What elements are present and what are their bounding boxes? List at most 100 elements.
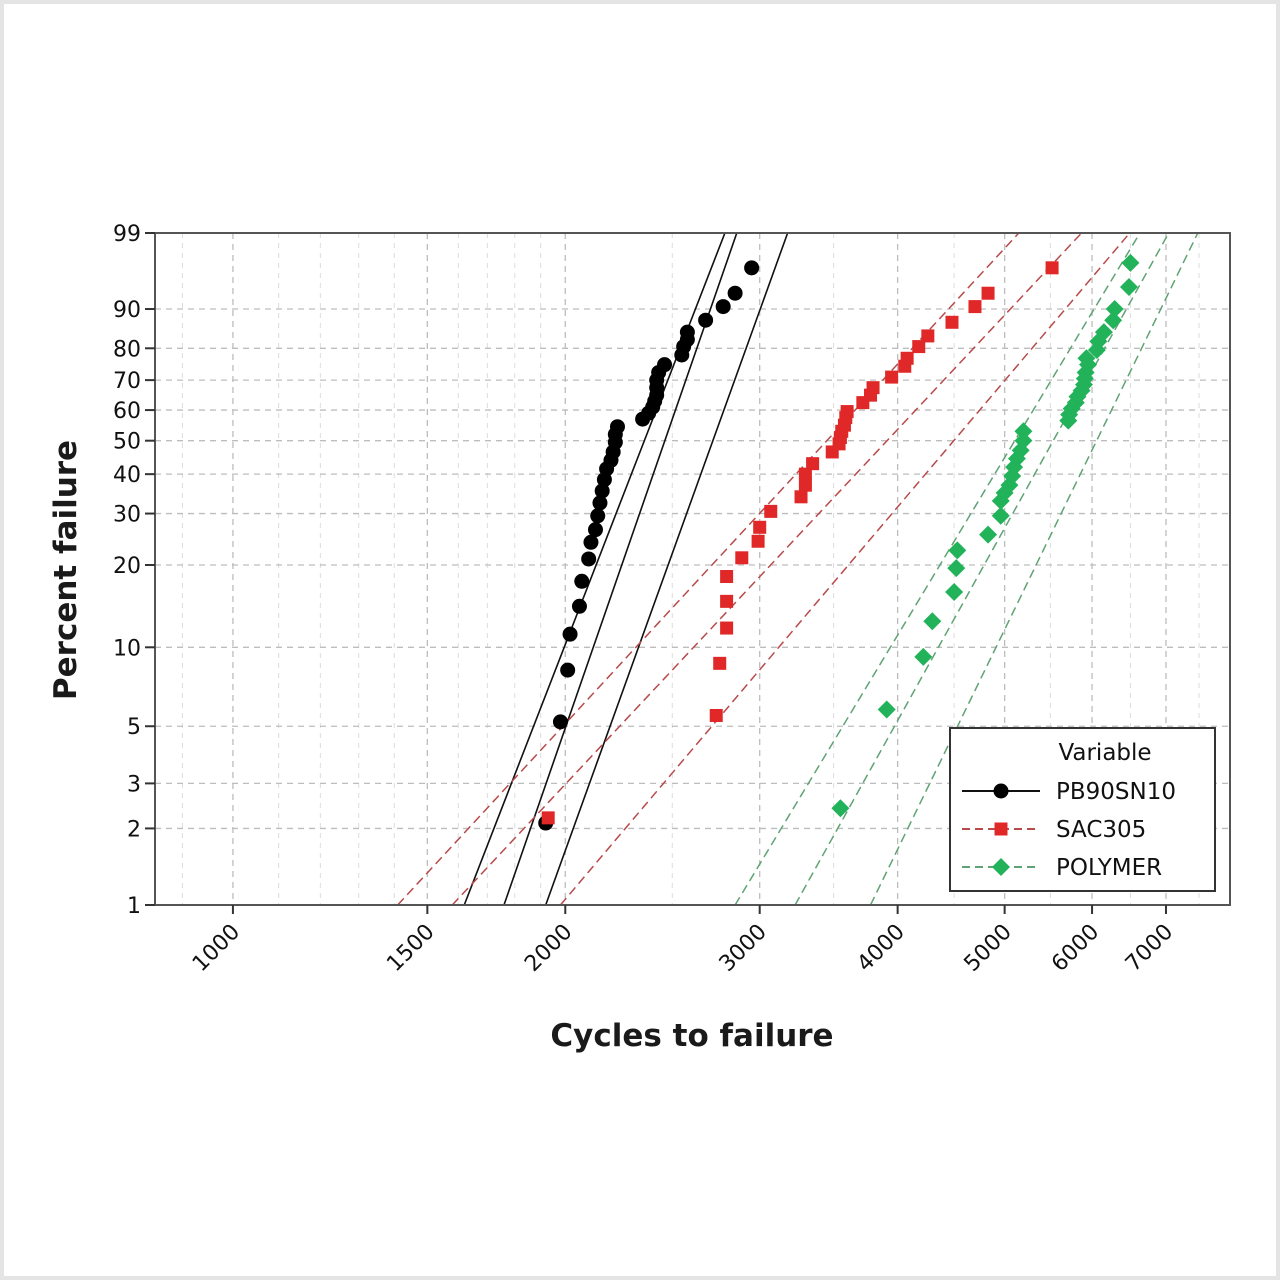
legend-box: [949, 727, 1216, 892]
pb90sn10-ci-upper: [544, 233, 789, 905]
sac305-point: [541, 811, 555, 825]
polymer-point: [923, 612, 942, 631]
sac305-point: [806, 457, 820, 471]
sac305-point: [1045, 261, 1059, 275]
polymer-point: [914, 647, 933, 666]
pb90sn10-point: [552, 714, 568, 730]
pb90sn10-point: [698, 312, 714, 328]
y-tick-label: 70: [113, 369, 141, 394]
y-tick-label: 50: [113, 430, 141, 455]
y-tick-label: 30: [113, 503, 141, 528]
pb90sn10-point: [571, 598, 587, 614]
y-tick-label: 5: [127, 715, 141, 740]
sac305-point: [753, 520, 767, 534]
polymer-point: [831, 799, 850, 818]
sac305-point: [720, 594, 734, 608]
polymer-point: [1014, 431, 1033, 450]
sac305-point: [735, 551, 749, 565]
x-tick-label: 5000: [960, 920, 1017, 977]
pb90sn10-point: [744, 260, 760, 276]
x-tick-label: 4000: [853, 920, 910, 977]
y-tick-label: 10: [113, 636, 141, 661]
plot-area-border: [154, 232, 1231, 906]
pb90sn10-point: [657, 357, 673, 373]
polymer-point: [1105, 300, 1124, 319]
polymer-point: [1104, 311, 1123, 330]
pb90sn10-point: [727, 285, 743, 301]
legend-items: PB90SN10 SAC305 POLYMER: [962, 779, 1176, 881]
polymer-point: [1077, 349, 1096, 368]
pb90sn10-fit-line: [503, 233, 738, 905]
polymer-ci-upper: [869, 233, 1199, 905]
polymer-point: [979, 525, 998, 544]
polymer-point: [947, 559, 966, 578]
polymer-point: [877, 700, 896, 719]
sac305-point: [885, 370, 899, 384]
pb90sn10-point: [587, 522, 603, 538]
sac305-point: [981, 286, 995, 300]
y-axis-title: Percent failure: [48, 440, 84, 700]
y-tick-label: 99: [113, 222, 141, 247]
polymer-point: [945, 583, 964, 602]
sac305-ci-upper: [559, 233, 1131, 905]
legend-sac305-label: SAC305: [1056, 817, 1146, 843]
sac305-point: [945, 315, 959, 329]
pb90sn10-point: [583, 534, 599, 550]
y-tick-label: 90: [113, 298, 141, 323]
legend-pb90sn10-label: PB90SN10: [1056, 779, 1176, 805]
pb90sn10-point: [562, 626, 578, 642]
polymer-point: [991, 506, 1010, 525]
pb90sn10-point: [592, 495, 608, 511]
pb90sn10-point: [715, 299, 731, 315]
legend-polymer-marker: [992, 858, 1010, 876]
legend-sac305-marker: [994, 822, 1008, 836]
sac305-point: [798, 467, 812, 481]
data-points-layer: [538, 253, 1140, 831]
sac305-point: [720, 570, 734, 584]
x-tick-label: 1000: [188, 920, 245, 977]
y-tick-label: 3: [127, 772, 141, 797]
x-tick-label: 7000: [1121, 920, 1178, 977]
pb90sn10-point: [590, 508, 606, 524]
polymer-ci-lower: [734, 233, 1141, 905]
x-tick-label: 6000: [1047, 920, 1104, 977]
pb90sn10-point: [679, 324, 695, 340]
sac305-point: [751, 534, 765, 548]
sac305-point: [900, 351, 914, 365]
pb90sn10-point: [574, 573, 590, 589]
sac305-point: [798, 478, 812, 492]
pb90sn10-point: [594, 483, 610, 499]
pb90sn10-point: [581, 551, 597, 567]
x-tick-label: 3000: [715, 920, 772, 977]
pb90sn10-point: [560, 662, 576, 678]
polymer-point: [1094, 323, 1113, 342]
polymer-point: [1121, 253, 1140, 272]
legend-polymer-label: POLYMER: [1056, 855, 1162, 881]
polymer-fit-line: [794, 233, 1170, 905]
sac305-point: [720, 621, 734, 635]
y-tick-label: 1: [127, 894, 141, 919]
polymer-point: [1119, 278, 1138, 297]
x-tick-label: 1500: [382, 920, 439, 977]
legend: Variable PB90SN10 SAC305 POLYMER: [949, 727, 1216, 892]
polymer-point: [948, 541, 967, 560]
sac305-point: [840, 405, 854, 419]
y-tick-label: 2: [127, 817, 141, 842]
sac305-point: [968, 300, 982, 314]
polymer-point: [1011, 441, 1030, 460]
sac305-point: [921, 329, 935, 343]
y-tick-label: 60: [113, 399, 141, 424]
y-tick-label: 40: [113, 463, 141, 488]
legend-pb90sn10-marker: [993, 783, 1009, 799]
pb90sn10-point: [609, 419, 625, 435]
sac305-point: [709, 708, 723, 722]
y-tick-label: 80: [113, 337, 141, 362]
sac305-point: [794, 490, 808, 504]
sac305-point: [713, 656, 727, 670]
y-tick-label: 20: [113, 554, 141, 579]
sac305-point: [912, 340, 926, 354]
x-axis-title: Cycles to failure: [550, 1018, 833, 1054]
x-tick-label: 2000: [520, 920, 577, 977]
